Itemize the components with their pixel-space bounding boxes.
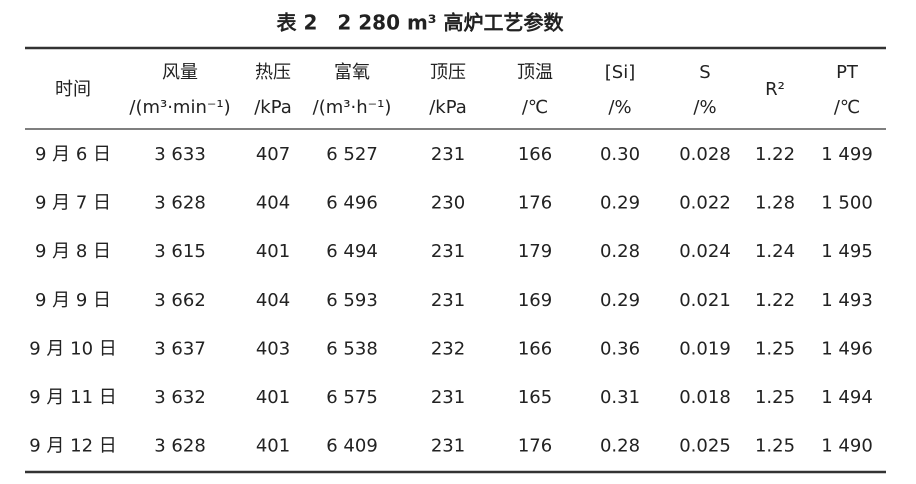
column-name: PT (836, 62, 859, 83)
cell-value: 6 409 (326, 436, 378, 457)
column-unit: /℃ (834, 97, 860, 118)
column-name: 时间 (55, 79, 91, 100)
cell-value: 0.29 (600, 290, 640, 311)
cell-value: 0.025 (679, 436, 731, 457)
cell-value: 0.019 (679, 338, 731, 359)
cell-value: 1.25 (755, 338, 795, 359)
cell-value: 1 493 (821, 290, 873, 311)
cell-value: 0.29 (600, 193, 640, 214)
cell-value: 0.021 (679, 290, 731, 311)
cell-value: 6 593 (326, 290, 378, 311)
row-date: 9 月 10 日 (29, 338, 117, 359)
cell-value: 3 662 (154, 290, 206, 311)
cell-value: 1 490 (821, 436, 873, 457)
cell-value: 231 (431, 387, 465, 408)
column-unit: /kPa (254, 97, 292, 118)
cell-value: 3 615 (154, 241, 206, 262)
cell-value: 1 495 (821, 241, 873, 262)
cell-value: 3 637 (154, 338, 206, 359)
column-name: 富氧 (334, 62, 370, 83)
cell-value: 0.022 (679, 193, 731, 214)
column-name: 顶压 (430, 62, 466, 83)
cell-value: 231 (431, 436, 465, 457)
column-name: 顶温 (517, 62, 553, 83)
cell-value: 231 (431, 290, 465, 311)
cell-value: 176 (518, 193, 552, 214)
cell-value: 0.36 (600, 338, 640, 359)
row-date: 9 月 11 日 (29, 387, 117, 408)
cell-value: 0.28 (600, 436, 640, 457)
cell-value: 1.24 (755, 241, 795, 262)
cell-value: 404 (256, 290, 290, 311)
cell-value: 6 494 (326, 241, 378, 262)
cell-value: 166 (518, 338, 552, 359)
cell-value: 179 (518, 241, 552, 262)
cell-value: 1.28 (755, 193, 795, 214)
cell-value: 1.25 (755, 436, 795, 457)
cell-value: 231 (431, 144, 465, 165)
row-date: 9 月 12 日 (29, 436, 117, 457)
cell-value: 6 575 (326, 387, 378, 408)
column-name: [Si] (605, 62, 635, 83)
cell-value: 3 632 (154, 387, 206, 408)
cell-value: 403 (256, 338, 290, 359)
cell-value: 1 499 (821, 144, 873, 165)
cell-value: 232 (431, 338, 465, 359)
column-name: S (699, 62, 710, 83)
cell-value: 1.25 (755, 387, 795, 408)
cell-value: 1 500 (821, 193, 873, 214)
row-date: 9 月 7 日 (35, 193, 111, 214)
cell-value: 401 (256, 241, 290, 262)
cell-value: 6 496 (326, 193, 378, 214)
cell-value: 166 (518, 144, 552, 165)
cell-value: 401 (256, 387, 290, 408)
cell-value: 3 628 (154, 436, 206, 457)
column-name: 热压 (255, 62, 291, 83)
cell-value: 404 (256, 193, 290, 214)
column-name: R² (765, 79, 785, 100)
cell-value: 1.22 (755, 144, 795, 165)
cell-value: 0.024 (679, 241, 731, 262)
cell-value: 169 (518, 290, 552, 311)
cell-value: 6 527 (326, 144, 378, 165)
column-unit: /(m³·h⁻¹) (313, 97, 392, 118)
column-unit: /% (693, 97, 716, 118)
cell-value: 401 (256, 436, 290, 457)
column-unit: /kPa (429, 97, 467, 118)
cell-value: 1 494 (821, 387, 873, 408)
cell-value: 0.28 (600, 241, 640, 262)
cell-value: 3 633 (154, 144, 206, 165)
row-date: 9 月 9 日 (35, 290, 111, 311)
cell-value: 230 (431, 193, 465, 214)
row-date: 9 月 6 日 (35, 144, 111, 165)
cell-value: 3 628 (154, 193, 206, 214)
cell-value: 0.30 (600, 144, 640, 165)
cell-value: 1 496 (821, 338, 873, 359)
cell-value: 407 (256, 144, 290, 165)
cell-value: 0.028 (679, 144, 731, 165)
cell-value: 6 538 (326, 338, 378, 359)
cell-value: 0.018 (679, 387, 731, 408)
table-title: 表 2 2 280 m³ 高炉工艺参数 (276, 11, 564, 35)
cell-value: 1.22 (755, 290, 795, 311)
column-unit: /% (608, 97, 631, 118)
column-unit: /℃ (522, 97, 548, 118)
column-unit: /(m³·min⁻¹) (129, 97, 230, 118)
column-name: 风量 (162, 62, 198, 83)
cell-value: 165 (518, 387, 552, 408)
cell-value: 0.31 (600, 387, 640, 408)
cell-value: 176 (518, 436, 552, 457)
cell-value: 231 (431, 241, 465, 262)
row-date: 9 月 8 日 (35, 241, 111, 262)
